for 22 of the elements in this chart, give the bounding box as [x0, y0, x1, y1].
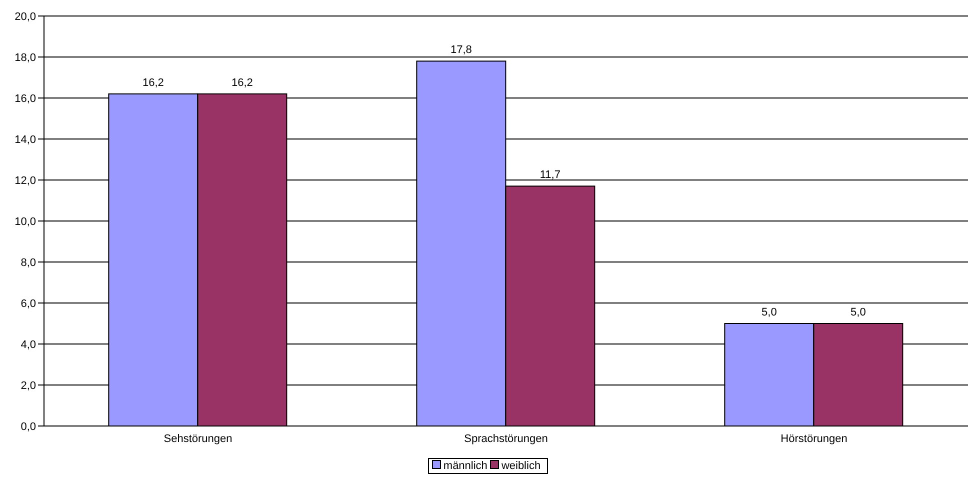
y-tick-label: 10,0 [14, 216, 36, 228]
legend-label: männlich [442, 460, 488, 472]
y-tick-label: 0,0 [20, 420, 36, 433]
y-tick-label: 16,0 [14, 92, 36, 105]
y-tick-label: 20,0 [14, 10, 36, 23]
data-label: 17,8 [450, 44, 472, 56]
data-label: 16,2 [231, 76, 253, 89]
x-tick-label: Sehstörungen [164, 432, 232, 445]
data-label: 16,2 [142, 76, 164, 89]
y-tick-label: 18,0 [14, 52, 36, 64]
y-tick-label: 8,0 [20, 256, 36, 269]
data-label: 5,0 [850, 306, 866, 318]
y-tick-label: 2,0 [20, 380, 36, 392]
y-tick-label: 6,0 [20, 298, 36, 310]
legend-label: weiblich [500, 460, 541, 472]
y-tick-label: 4,0 [20, 338, 36, 351]
x-tick-label: Hörstörungen [780, 432, 848, 445]
y-tick-label: 14,0 [14, 134, 36, 146]
data-label: 11,7 [540, 169, 560, 182]
data-label: 5,0 [762, 306, 777, 318]
x-tick-label: Sprachstörungen [464, 432, 548, 445]
y-tick-label: 12,0 [14, 174, 36, 187]
